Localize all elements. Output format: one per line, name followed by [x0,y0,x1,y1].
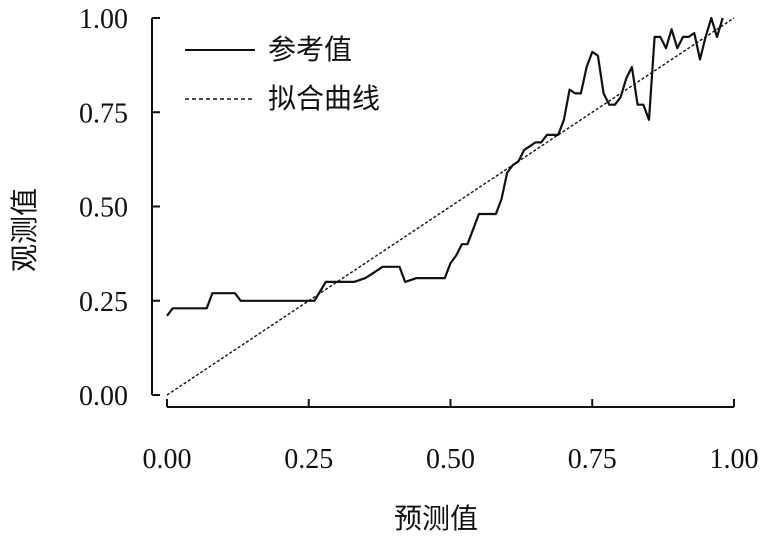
y-tick-label: 0.75 [79,98,128,129]
x-tick-label: 0.00 [143,444,192,475]
y-tick-label: 0.50 [79,193,128,224]
y-tick-label: 1.00 [79,4,128,35]
y-axis-title: 观测值 [8,188,41,272]
x-axis-ticks: 0.00 0.25 0.50 0.75 1.00 [143,399,759,475]
x-tick-label: 0.75 [568,444,617,475]
legend: 参考值 拟合曲线 [185,33,380,115]
x-tick-label: 0.25 [284,444,333,475]
fitted-curve-line [166,17,735,396]
y-tick-label: 0.25 [79,287,128,318]
plot-area [166,16,735,396]
y-axis-ticks: 0.00 0.25 0.50 0.75 1.00 [79,4,160,412]
legend-label-fitted: 拟合曲线 [268,82,380,115]
y-tick-label: 0.00 [79,381,128,412]
reference-line [166,16,724,317]
x-axis-title: 预测值 [394,502,478,535]
x-tick-label: 1.00 [710,444,759,475]
x-tick-label: 0.50 [426,444,475,475]
legend-label-reference: 参考值 [268,33,352,66]
